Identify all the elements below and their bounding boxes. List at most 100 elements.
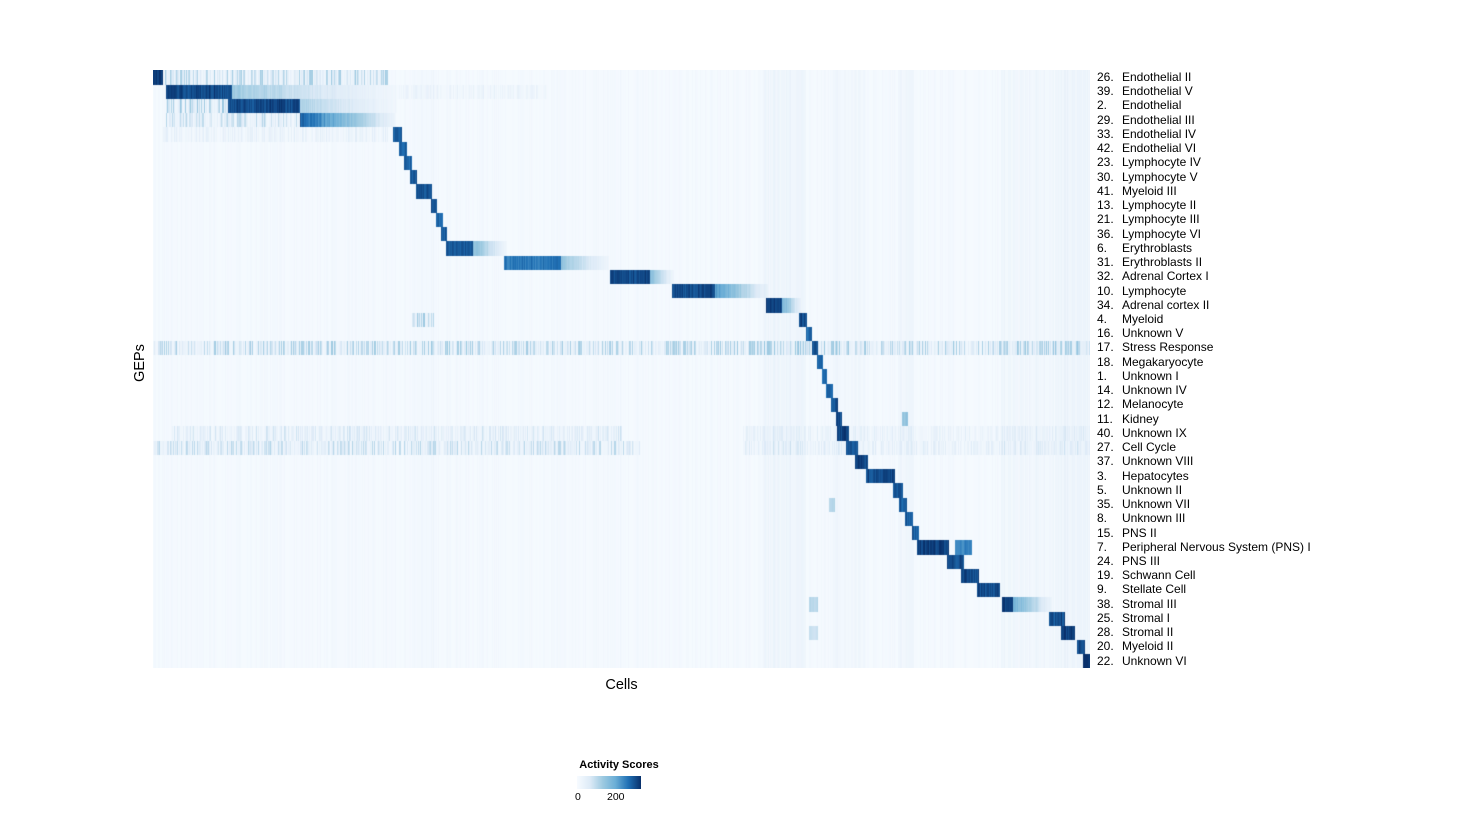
gep-name: Peripheral Nervous System (PNS) I (1122, 539, 1311, 554)
gep-number: 9. (1097, 582, 1108, 597)
gep-row-label: 26. Endothelial II (1097, 70, 1311, 84)
legend-colorbar (577, 776, 641, 789)
gep-number: 8. (1097, 511, 1108, 526)
gep-row-label: 41. Myeloid III (1097, 184, 1311, 198)
gep-number: 14. (1097, 383, 1114, 398)
gep-number: 39. (1097, 84, 1114, 99)
gep-row-label: 31. Erythroblasts II (1097, 255, 1311, 269)
gep-name: Schwann Cell (1122, 568, 1196, 583)
gep-number: 31. (1097, 255, 1114, 270)
activity-scores-legend: Activity Scores 0 200 (567, 759, 687, 803)
gep-row-label: 15. PNS II (1097, 526, 1311, 540)
gep-row-label: 38. Stromal III (1097, 597, 1311, 611)
gep-name: Kidney (1122, 411, 1159, 426)
gep-number: 34. (1097, 297, 1114, 312)
gep-name: Unknown VI (1122, 653, 1187, 668)
gep-number: 6. (1097, 240, 1108, 255)
gep-number: 19. (1097, 568, 1114, 583)
gep-row-label: 24. PNS III (1097, 554, 1311, 568)
gep-number: 41. (1097, 183, 1114, 198)
gep-name: Erythroblasts II (1122, 255, 1203, 270)
gep-number: 3. (1097, 468, 1108, 483)
gep-number: 36. (1097, 226, 1114, 241)
gep-name: Unknown I (1122, 368, 1179, 383)
gep-name: Unknown VIII (1122, 454, 1194, 469)
gep-name: Endothelial (1122, 98, 1182, 113)
gep-name: Endothelial V (1122, 84, 1193, 99)
gep-row-label: 10. Lymphocyte (1097, 284, 1311, 298)
gep-row-labels: 26. Endothelial II 39. Endothelial V 2. Endot… (1097, 70, 1311, 668)
gep-name: Stromal I (1122, 610, 1171, 625)
gep-row-label: 3. Hepatocytes (1097, 469, 1311, 483)
gep-row-label: 4. Myeloid (1097, 312, 1311, 326)
gep-name: Megakaryocyte (1122, 354, 1204, 369)
gep-name: Unknown IV (1122, 383, 1187, 398)
gep-row-label: 13. Lymphocyte II (1097, 198, 1311, 212)
gep-row-label: 25. Stromal I (1097, 611, 1311, 625)
gep-number: 12. (1097, 397, 1114, 412)
gep-number: 21. (1097, 212, 1114, 227)
gep-number: 1. (1097, 368, 1108, 383)
gep-name: Adrenal Cortex I (1122, 269, 1209, 284)
gep-number: 20. (1097, 639, 1114, 654)
gep-row-label: 39. Endothelial V (1097, 84, 1311, 98)
gep-name: Myeloid (1122, 311, 1164, 326)
gep-row-label: 16. Unknown V (1097, 326, 1311, 340)
y-axis-label: GEPs (132, 344, 148, 382)
gep-name: Cell Cycle (1122, 440, 1177, 455)
gep-row-label: 14. Unknown IV (1097, 383, 1311, 397)
gep-number: 2. (1097, 98, 1108, 113)
gep-name: Endothelial IV (1122, 126, 1197, 141)
gep-name: Stromal II (1122, 625, 1174, 640)
gep-number: 23. (1097, 155, 1114, 170)
gep-row-label: 21. Lymphocyte III (1097, 212, 1311, 226)
gep-row-label: 27. Cell Cycle (1097, 440, 1311, 454)
gep-row-label: 12. Melanocyte (1097, 397, 1311, 411)
gep-name: PNS II (1122, 525, 1157, 540)
gep-name: Endothelial II (1122, 70, 1192, 84)
gep-name: Lymphocyte III (1122, 212, 1200, 227)
gep-row-label: 30. Lymphocyte V (1097, 170, 1311, 184)
legend-max-label: 200 (607, 791, 625, 803)
gep-row-label: 1. Unknown I (1097, 369, 1311, 383)
gep-number: 5. (1097, 482, 1108, 497)
gep-number: 35. (1097, 497, 1114, 512)
gep-name: Lymphocyte IV (1122, 155, 1201, 170)
gep-number: 18. (1097, 354, 1114, 369)
gep-number: 29. (1097, 112, 1114, 127)
gep-row-label: 42. Endothelial VI (1097, 141, 1311, 155)
gep-number: 16. (1097, 326, 1114, 341)
gep-number: 37. (1097, 454, 1114, 469)
gep-name: Unknown II (1122, 482, 1183, 497)
gep-row-label: 33. Endothelial IV (1097, 127, 1311, 141)
gep-row-label: 23. Lymphocyte IV (1097, 155, 1311, 169)
gep-name: Stellate Cell (1122, 582, 1187, 597)
gep-number: 10. (1097, 283, 1114, 298)
gep-number: 25. (1097, 610, 1114, 625)
gep-number: 17. (1097, 340, 1114, 355)
gep-row-label: 2. Endothelial (1097, 98, 1311, 112)
gep-name: Lymphocyte V (1122, 169, 1198, 184)
gep-number: 28. (1097, 625, 1114, 640)
gep-row-label: 11. Kidney (1097, 412, 1311, 426)
gep-number: 24. (1097, 553, 1114, 568)
gep-name: Unknown V (1122, 326, 1184, 341)
gep-number: 40. (1097, 425, 1114, 440)
gep-name: Endothelial III (1122, 112, 1195, 127)
gep-row-label: 19. Schwann Cell (1097, 568, 1311, 582)
gep-number: 42. (1097, 141, 1114, 156)
gep-row-label: 7. Peripheral Nervous System (PNS) I (1097, 540, 1311, 554)
gep-number: 33. (1097, 126, 1114, 141)
heatmap-canvas (153, 70, 1090, 668)
gep-number: 4. (1097, 311, 1108, 326)
gep-row-label: 32. Adrenal Cortex I (1097, 269, 1311, 283)
gep-row-label: 34. Adrenal cortex II (1097, 298, 1311, 312)
gep-row-label: 8. Unknown III (1097, 511, 1311, 525)
gep-name: Stress Response (1122, 340, 1214, 355)
gep-row-label: 18. Megakaryocyte (1097, 355, 1311, 369)
gep-number: 7. (1097, 539, 1108, 554)
gep-name: Unknown III (1122, 511, 1186, 526)
gep-number: 22. (1097, 653, 1114, 668)
gep-number: 38. (1097, 596, 1114, 611)
